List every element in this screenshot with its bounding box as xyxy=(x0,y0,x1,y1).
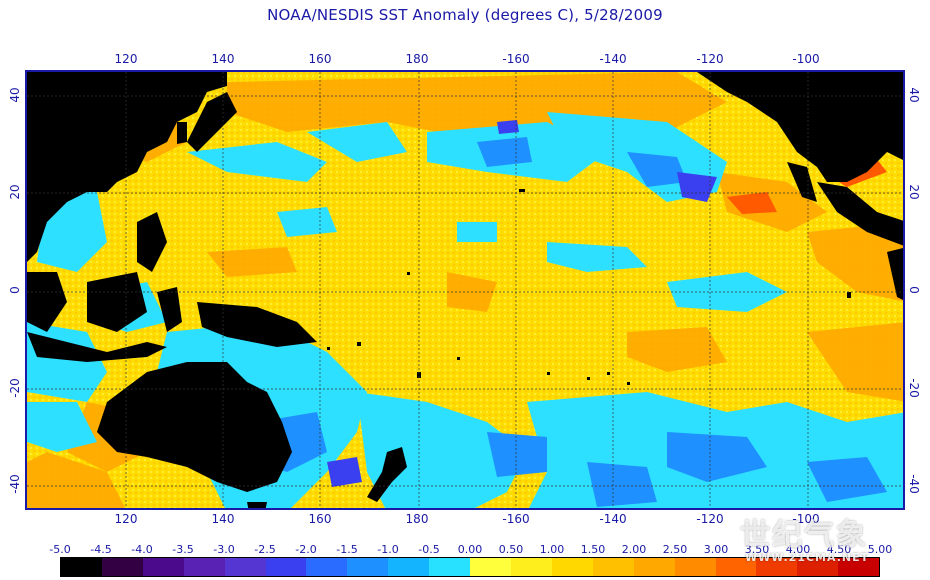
lat-label: 20 xyxy=(907,184,921,200)
lon-label: 160 xyxy=(308,512,332,526)
colorbar-swatch xyxy=(510,558,552,576)
colorbar-label: 3.50 xyxy=(744,543,770,556)
colorbar-label: -0.5 xyxy=(418,543,440,556)
lon-label: 140 xyxy=(211,52,235,66)
lon-label: 180 xyxy=(405,52,429,66)
colorbar-label: 2.50 xyxy=(662,543,688,556)
lat-label: -20 xyxy=(907,378,921,398)
colorbar-label: -3.0 xyxy=(213,543,235,556)
lon-label: -100 xyxy=(792,52,820,66)
lon-label: 180 xyxy=(405,512,429,526)
colorbar-swatch xyxy=(633,558,675,576)
graticule xyxy=(27,72,903,508)
colorbar-swatch xyxy=(224,558,266,576)
lon-label: -160 xyxy=(502,512,530,526)
colorbar-label: -1.0 xyxy=(377,543,399,556)
lon-label: 160 xyxy=(308,52,332,66)
colorbar-swatch xyxy=(388,558,430,576)
lon-label: -120 xyxy=(696,52,724,66)
colorbar-labels: -5.0 -4.5 -4.0 -3.5 -3.0 -2.5 -2.0 -1.5 -1.0 -0.5… xyxy=(45,543,905,557)
colorbar-swatch xyxy=(715,558,757,576)
watermark-logo: 世纪气象 xyxy=(740,518,868,553)
colorbar-label: -4.0 xyxy=(131,543,153,556)
lat-label: 20 xyxy=(8,184,22,200)
lon-label: -160 xyxy=(502,52,530,66)
colorbar-label: -2.0 xyxy=(295,543,317,556)
colorbar-swatch xyxy=(347,558,389,576)
colorbar xyxy=(60,557,880,577)
lon-label: -140 xyxy=(599,52,627,66)
land-masses xyxy=(27,72,903,508)
colorbar-swatch xyxy=(756,558,798,576)
colorbar-swatch xyxy=(470,558,511,576)
asia-landmass xyxy=(27,72,227,262)
lat-label: 40 xyxy=(907,87,921,103)
colorbar-swatch xyxy=(797,558,839,576)
colorbar-label: 0.00 xyxy=(457,543,483,556)
lat-label: 0 xyxy=(8,286,22,294)
colorbar-swatch xyxy=(265,558,307,576)
new-zealand-landmass xyxy=(367,447,407,502)
colorbar-swatch xyxy=(551,558,593,576)
lat-label: 0 xyxy=(907,286,921,294)
philippines-landmass xyxy=(137,212,167,272)
colorbar-label: 1.50 xyxy=(580,543,606,556)
colorbar-swatch xyxy=(429,558,471,576)
lat-label: -20 xyxy=(8,378,22,398)
colorbar-swatch xyxy=(592,558,634,576)
north-america-landmass xyxy=(697,72,903,182)
colorbar-label: -5.0 xyxy=(49,543,71,556)
colorbar-swatch xyxy=(61,558,102,576)
colorbar-label: 2.00 xyxy=(621,543,647,556)
colorbar-swatch xyxy=(306,558,348,576)
colorbar-swatch xyxy=(101,558,143,576)
colorbar-swatch xyxy=(674,558,716,576)
colorbar-label: 3.00 xyxy=(703,543,729,556)
colorbar-swatch xyxy=(142,558,184,576)
colorbar-swatch xyxy=(183,558,225,576)
lon-label: 140 xyxy=(211,512,235,526)
colorbar-label: 4.50 xyxy=(826,543,852,556)
lon-label: 120 xyxy=(114,52,138,66)
lat-label: 40 xyxy=(8,87,22,103)
colorbar-label: -1.5 xyxy=(336,543,358,556)
colorbar-swatch xyxy=(838,558,880,576)
colorbar-label: 5.00 xyxy=(867,543,893,556)
lon-label: -100 xyxy=(792,512,820,526)
cool-anomaly-zones xyxy=(27,112,903,508)
lat-label: -40 xyxy=(8,474,22,494)
borneo-landmass xyxy=(87,272,147,332)
new-guinea-landmass xyxy=(197,302,317,347)
sst-map-graphic xyxy=(27,72,903,508)
colorbar-label: 1.00 xyxy=(539,543,565,556)
lon-label: 120 xyxy=(114,512,138,526)
colorbar-label: 0.50 xyxy=(498,543,524,556)
colorbar-label: -2.5 xyxy=(254,543,276,556)
sst-anomaly-map xyxy=(25,70,905,510)
australia-landmass xyxy=(97,362,292,492)
lat-label: -40 xyxy=(907,474,921,494)
colorbar-label: -3.5 xyxy=(172,543,194,556)
lon-label: -140 xyxy=(599,512,627,526)
lon-label: -120 xyxy=(696,512,724,526)
japan-landmass xyxy=(187,92,237,152)
watermark-url: WWW.21CMA.NET xyxy=(745,551,870,564)
colorbar-label: -4.5 xyxy=(90,543,112,556)
map-title: NOAA/NESDIS SST Anomaly (degrees C), 5/2… xyxy=(267,6,663,24)
colorbar-label: 4.00 xyxy=(785,543,811,556)
